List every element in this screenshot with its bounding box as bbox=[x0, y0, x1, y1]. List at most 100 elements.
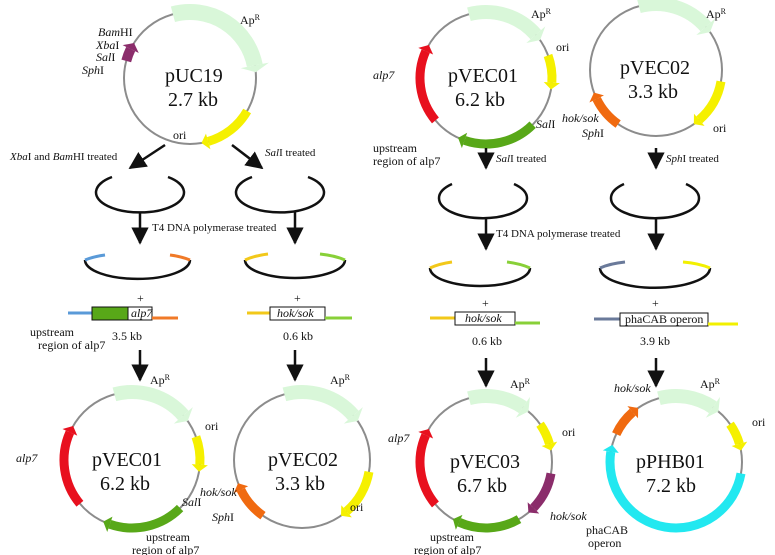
feature-arrowhead bbox=[201, 133, 211, 150]
ori-region bbox=[201, 108, 252, 150]
feature-arrowhead bbox=[541, 441, 558, 451]
feature-arc bbox=[121, 46, 136, 63]
svg-text:ApR: ApR bbox=[240, 13, 261, 28]
linear-vector bbox=[94, 175, 186, 214]
phacab-label: operon bbox=[588, 536, 621, 550]
upstream-label: upstream bbox=[146, 530, 191, 544]
upstream-label: region of alp7 bbox=[414, 543, 481, 555]
upstream-label: region of alp7 bbox=[373, 154, 440, 168]
alp7-insert: alp7 bbox=[68, 306, 178, 321]
feature-arrowhead bbox=[343, 407, 363, 424]
phacab-label: phaCAB bbox=[586, 523, 628, 537]
ori-label: ori bbox=[562, 425, 576, 439]
ori-label: ori bbox=[205, 419, 219, 433]
ampR-label: Ap bbox=[150, 373, 165, 387]
hoksok-label: hok/sok bbox=[200, 485, 237, 499]
ampR-label: Ap bbox=[531, 7, 546, 21]
sali-label: Sal bbox=[96, 50, 112, 64]
svg-text:SalI: SalI bbox=[96, 50, 115, 64]
feature-arc bbox=[206, 108, 252, 146]
ampR-gene bbox=[282, 385, 363, 424]
plasmid-name: pVEC03 bbox=[450, 451, 520, 473]
plasmid-size: 6.7 kb bbox=[457, 475, 507, 497]
feature-arrowhead bbox=[731, 441, 748, 451]
feature-arrowhead bbox=[527, 502, 540, 514]
svg-text:SalI treated: SalI treated bbox=[265, 147, 316, 159]
feature-arrowhead bbox=[122, 43, 139, 54]
feature-arrowhead bbox=[693, 113, 705, 126]
blunt-vector-2 bbox=[243, 252, 347, 280]
svg-text:SalI treated: SalI treated bbox=[496, 153, 547, 165]
xbai-label: Xba bbox=[95, 38, 115, 52]
blunt-vector-4 bbox=[598, 260, 712, 290]
bamhi-label: Bam bbox=[98, 25, 120, 39]
feature-arrowhead bbox=[627, 406, 639, 419]
plasmid-pvec02-result: pVEC02 3.3 kb ApR ori hok/sok SphI bbox=[200, 373, 374, 529]
upstream-label: region of alp7 bbox=[132, 543, 199, 555]
insert-size: 3.5 kb bbox=[112, 329, 142, 343]
svg-text:SalI: SalI bbox=[536, 117, 555, 131]
hoksok-insert: hok/sok bbox=[247, 306, 352, 321]
ori-region bbox=[341, 470, 374, 518]
plasmid-name: pVEC02 bbox=[268, 449, 338, 471]
plus-sign: + bbox=[652, 296, 659, 310]
ori-region bbox=[536, 421, 558, 451]
plus-sign: + bbox=[137, 291, 144, 305]
blunt-vector-3 bbox=[428, 260, 532, 288]
feature-arc bbox=[191, 435, 205, 466]
feature-arrowhead bbox=[233, 483, 249, 494]
alp7-gene bbox=[415, 45, 439, 124]
plasmid-name: pUC19 bbox=[165, 65, 223, 87]
plasmid-pvec01-source: pVEC01 6.2 kb ApR ori alp7 SalI upstream… bbox=[373, 5, 570, 168]
feature-arc bbox=[530, 472, 556, 511]
sali-label: Sal bbox=[182, 495, 198, 509]
plasmid-size: 3.3 kb bbox=[275, 473, 325, 495]
ori-label: ori bbox=[350, 500, 364, 514]
linear-vector bbox=[437, 182, 529, 220]
step-xba-bam: Xba bbox=[9, 151, 28, 163]
phacab-label: phaCAB operon bbox=[625, 312, 703, 326]
plasmid-puc19: pUC19 2.7 kb ApR ori BamHI XbaI SalI Sph… bbox=[82, 4, 269, 150]
feature-arc bbox=[467, 5, 542, 40]
sphi-label: Sph bbox=[582, 126, 600, 140]
svg-text:ApR: ApR bbox=[700, 377, 721, 392]
upstream-label: upstream bbox=[430, 530, 475, 544]
upstream-region bbox=[458, 121, 536, 149]
hoksok-gene bbox=[233, 483, 266, 520]
hoksok-gene bbox=[589, 92, 621, 128]
sphi-label: Sph bbox=[82, 63, 100, 77]
upstream-region bbox=[453, 514, 522, 533]
plasmid-size: 3.3 kb bbox=[628, 81, 678, 103]
plus-sign: + bbox=[294, 291, 301, 305]
hoksok-insert-2: hok/sok bbox=[430, 311, 540, 326]
ori-label: ori bbox=[752, 415, 766, 429]
feature-arrowhead bbox=[173, 407, 193, 424]
upstream-label: upstream bbox=[30, 325, 75, 339]
feature-arc bbox=[657, 389, 717, 414]
alp7-gene bbox=[59, 426, 84, 507]
ori-label: ori bbox=[173, 128, 187, 142]
ori-label: ori bbox=[713, 121, 727, 135]
step-sal-2: Sal bbox=[496, 153, 510, 165]
feature-arc bbox=[170, 4, 263, 68]
hoksok-label: hok/sok bbox=[562, 111, 599, 125]
feature-arc bbox=[543, 53, 557, 83]
plasmid-pvec02-source: pVEC02 3.3 kb ApR ori hok/sok SphI bbox=[562, 0, 727, 140]
svg-text:SalI: SalI bbox=[182, 495, 201, 509]
plasmid-pvec03: pVEC03 6.7 kb ApR ori alp7 hok/sok upstr… bbox=[388, 377, 587, 555]
feature-arrowhead bbox=[589, 92, 604, 103]
ori-region bbox=[191, 435, 208, 472]
feature-arrowhead bbox=[526, 26, 546, 43]
feature-arc bbox=[726, 421, 744, 446]
ampR-label: Ap bbox=[510, 377, 525, 391]
svg-text:SphI: SphI bbox=[212, 510, 234, 524]
alp7-label: alp7 bbox=[373, 68, 395, 82]
hoksok-gene bbox=[612, 406, 639, 437]
feature-arc bbox=[457, 515, 522, 533]
svg-text:SphI: SphI bbox=[582, 126, 604, 140]
feature-arc bbox=[592, 96, 621, 128]
feature-arc bbox=[463, 121, 536, 149]
feature-arc bbox=[536, 421, 554, 446]
step-sal-1: Sal bbox=[265, 147, 279, 159]
